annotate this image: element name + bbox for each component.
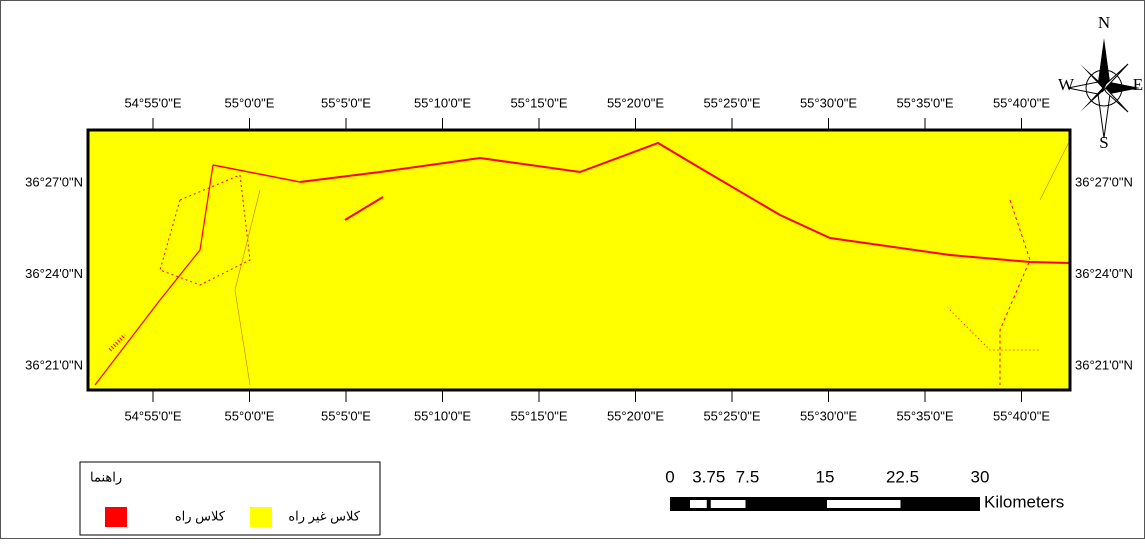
longitude-label: 55°20'0"E — [607, 408, 664, 423]
legend-title: راهنما — [90, 469, 122, 485]
longitude-label: 55°0'0"E — [225, 95, 275, 110]
legend-swatch — [250, 507, 272, 527]
scale-segment — [711, 500, 746, 508]
scale-label: 3.75 — [692, 467, 725, 486]
longitude-label: 55°10'0"E — [414, 95, 471, 110]
longitude-label: 55°15'0"E — [510, 408, 567, 423]
longitude-label: 55°35'0"E — [896, 408, 953, 423]
legend-swatch — [105, 507, 127, 527]
scale-label: 15 — [816, 467, 835, 486]
longitude-label: 55°15'0"E — [510, 95, 567, 110]
scale-segment — [690, 500, 707, 508]
scale-label: 7.5 — [736, 467, 760, 486]
longitude-label: 55°40'0"E — [993, 408, 1050, 423]
longitude-label: 55°10'0"E — [414, 408, 471, 423]
longitude-label: 55°5'0"E — [321, 408, 371, 423]
longitude-label: 54°55'0"E — [124, 408, 181, 423]
longitude-label: 55°0'0"E — [225, 408, 275, 423]
longitude-label: 55°30'0"E — [800, 408, 857, 423]
compass-letter: S — [1099, 133, 1108, 152]
longitude-label: 55°40'0"E — [993, 95, 1050, 110]
longitude-label: 55°25'0"E — [703, 408, 760, 423]
compass-letter: W — [1058, 75, 1075, 94]
scale-label: 0 — [665, 467, 674, 486]
longitude-label: 55°25'0"E — [703, 95, 760, 110]
legend-label: کلاس راه — [175, 508, 226, 524]
latitude-label: 36°24'0"N — [1075, 266, 1133, 281]
latitude-label: 36°27'0"N — [1075, 174, 1133, 189]
scale-segment — [827, 500, 901, 508]
longitude-label: 54°55'0"E — [124, 95, 181, 110]
legend-label: کلاس غیر راه — [288, 508, 360, 524]
longitude-label: 55°30'0"E — [800, 95, 857, 110]
latitude-label: 36°21'0"N — [1075, 357, 1133, 372]
scale-unit: Kilometers — [984, 492, 1064, 511]
longitude-label: 55°35'0"E — [896, 95, 953, 110]
map-layout: 54°55'0"E 54°55'0"E 55°0'0"E 55°0'0"E 55°5'0… — [0, 0, 1145, 539]
latitude-label: 36°24'0"N — [25, 266, 83, 281]
longitude-label: 55°5'0"E — [321, 95, 371, 110]
compass-letter: N — [1098, 13, 1110, 32]
latitude-label: 36°27'0"N — [25, 174, 83, 189]
longitude-label: 55°20'0"E — [607, 95, 664, 110]
scale-label: 22.5 — [886, 467, 919, 486]
compass-letter: E — [1133, 75, 1143, 94]
scale-label: 30 — [971, 467, 990, 486]
latitude-label: 36°21'0"N — [25, 357, 83, 372]
